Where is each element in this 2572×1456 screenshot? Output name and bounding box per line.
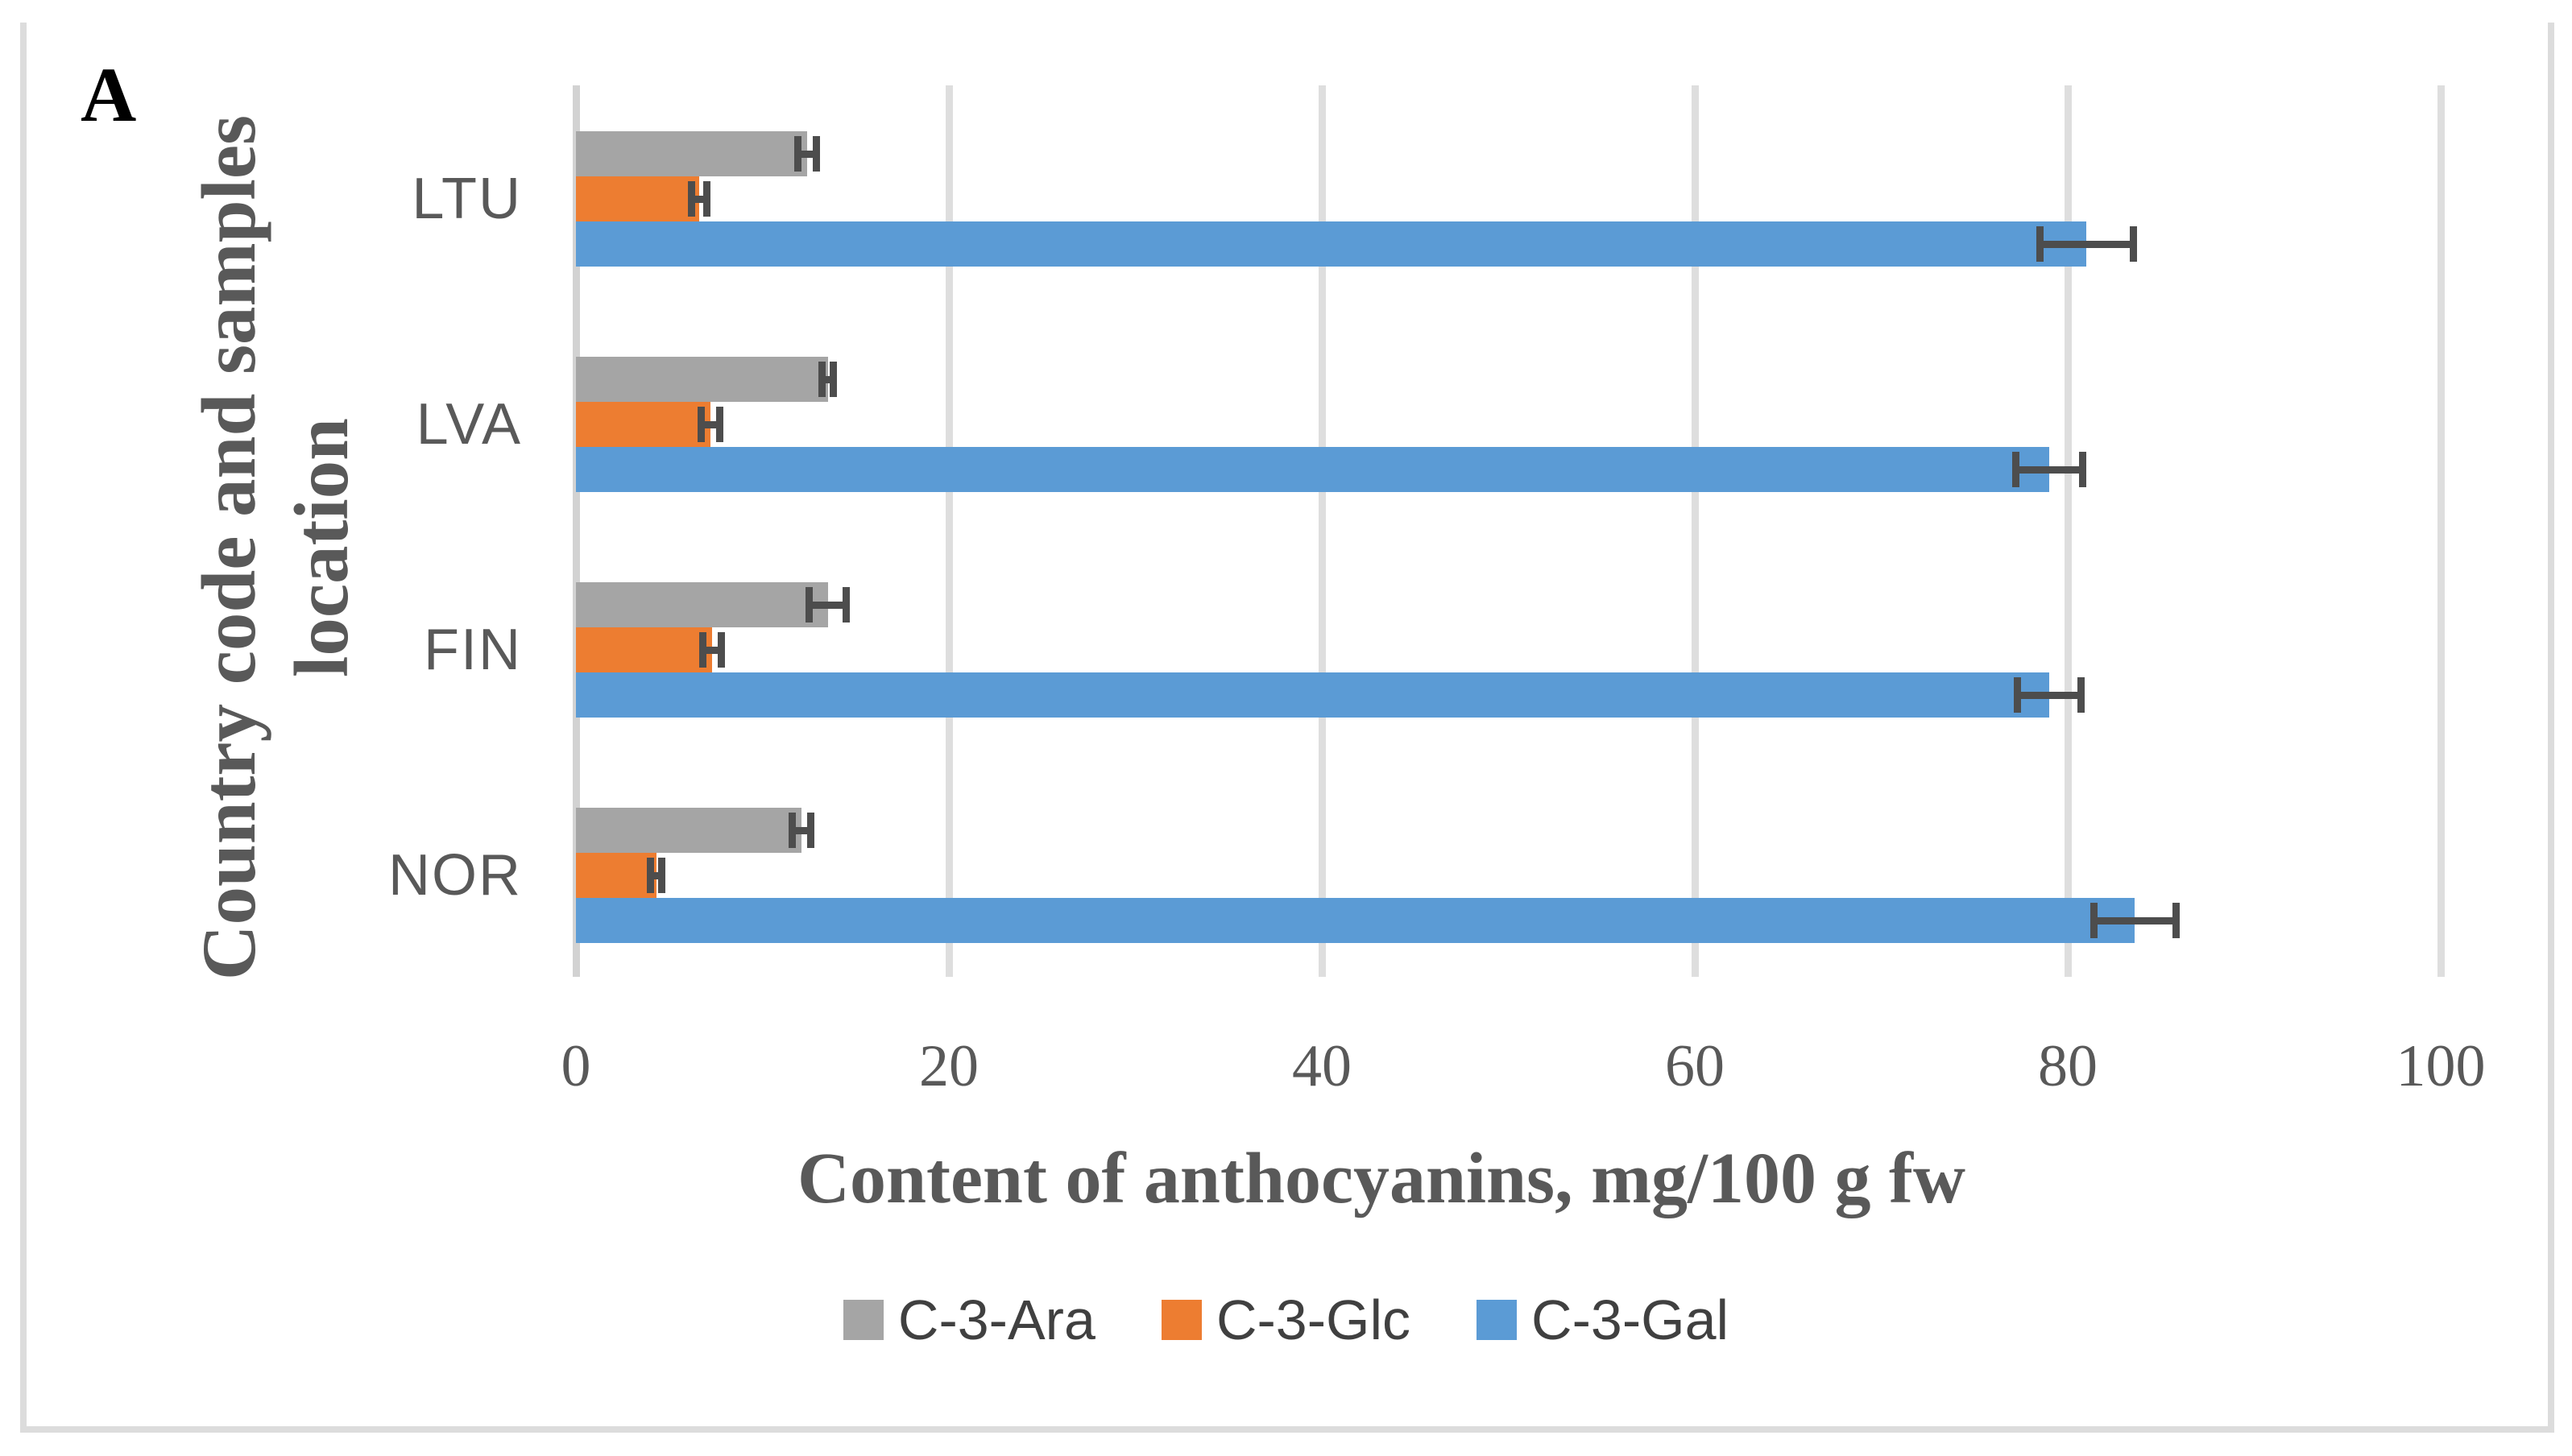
bar-ltu-c-3-gal [576,221,2087,267]
error-bar-cap-low [647,858,655,893]
bar-nor-c-3-gal [576,898,2135,943]
legend-item-c-3-glc: C-3-Glc [1161,1288,1411,1351]
error-bar-cap-low [2011,452,2019,487]
error-bar-nor-c-3-gal [2094,916,2176,924]
error-bar-cap-high [2129,226,2137,262]
error-bar-lva-c-3-glc [701,420,720,428]
error-bar-fin-c-3-ara [809,601,847,609]
error-bar-cap-low [698,632,706,668]
gridline-x-60 [1692,85,1699,977]
figure-frame-right [2548,23,2554,1433]
error-bar-fin-c-3-glc [702,646,722,654]
bar-lva-c-3-glc [576,402,710,447]
x-tick-label-80: 80 [2038,1033,2098,1099]
figure-frame-bottom [20,1426,2554,1433]
bar-fin-c-3-gal [576,672,2049,718]
error-bar-cap-high [813,136,821,172]
bar-nor-c-3-ara [576,808,802,853]
error-bar-cap-low [2013,677,2021,713]
legend-label-c-3-ara: C-3-Ara [897,1288,1095,1351]
bar-nor-c-3-glc [576,853,656,898]
gridline-x-100 [2437,85,2445,977]
legend-item-c-3-ara: C-3-Ara [843,1292,1095,1348]
legend-item-c-3-gal: C-3-Gal [1477,1292,1729,1348]
error-bar-ltu-c-3-ara [797,150,817,158]
error-bar-cap-low [818,362,826,397]
error-bar-cap-high [702,181,710,217]
error-bar-cap-high [2079,452,2087,487]
plot-area [573,85,2445,977]
gridline-x-40 [1319,85,1326,977]
error-bar-cap-low [2089,903,2098,938]
error-bar-cap-high [843,587,851,623]
category-label-nor: NOR [388,843,522,908]
category-label-ltu: LTU [412,167,522,231]
error-bar-cap-low [697,407,705,442]
x-tick-label-40: 40 [1292,1033,1352,1099]
bar-lva-c-3-ara [576,357,828,402]
category-label-fin: FIN [424,618,522,682]
category-label-lva: LVA [416,392,522,457]
error-bar-cap-low [789,813,797,848]
figure-frame-left [20,23,27,1433]
legend: C-3-Ara C-3-Glc C-3-Gal [0,1292,2572,1348]
error-bar-ltu-c-3-glc [691,195,707,203]
y-axis-line [573,85,580,977]
x-tick-label-100: 100 [2396,1033,2486,1099]
error-bar-cap-high [2077,677,2085,713]
bar-fin-c-3-glc [576,627,712,672]
error-bar-fin-c-3-gal [2017,691,2081,699]
legend-label-c-3-gal: C-3-Gal [1531,1288,1729,1351]
x-axis-title: Content of anthocyanins, mg/100 g fw [797,1139,1966,1218]
panel-label: A [81,52,137,138]
legend-swatch-c-3-gal [1477,1300,1518,1340]
error-bar-cap-high [715,407,723,442]
gridline-x-80 [2065,85,2072,977]
error-bar-cap-high [657,858,665,893]
bar-ltu-c-3-ara [576,131,808,176]
legend-swatch-c-3-ara [843,1300,884,1340]
error-bar-ltu-c-3-gal [2040,240,2134,248]
x-tick-label-0: 0 [561,1033,591,1099]
error-bar-cap-low [805,587,813,623]
bar-ltu-c-3-glc [576,176,699,221]
error-bar-cap-low [2036,226,2044,262]
error-bar-cap-high [718,632,726,668]
x-tick-label-60: 60 [1665,1033,1725,1099]
error-bar-nor-c-3-glc [650,871,662,879]
error-bar-cap-high [807,813,815,848]
bar-lva-c-3-gal [576,447,2049,492]
legend-label-c-3-glc: C-3-Glc [1216,1288,1411,1351]
x-tick-label-20: 20 [919,1033,979,1099]
legend-swatch-c-3-glc [1161,1300,1202,1340]
error-bar-lva-c-3-ara [822,375,834,383]
error-bar-cap-low [793,136,801,172]
error-bar-cap-high [2172,903,2180,938]
error-bar-cap-low [688,181,696,217]
bar-fin-c-3-ara [576,582,828,627]
error-bar-nor-c-3-ara [792,826,811,834]
error-bar-cap-high [829,362,837,397]
error-bar-lva-c-3-gal [2015,465,2083,474]
gridline-x-20 [946,85,953,977]
